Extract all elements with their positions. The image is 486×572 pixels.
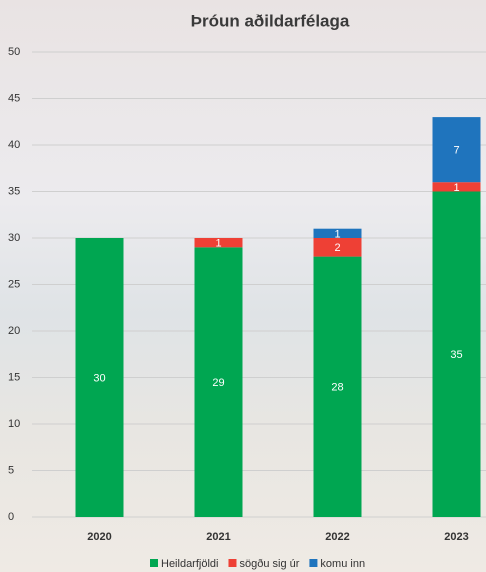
bar-segment [313, 228, 362, 238]
y-tick-label: 15 [8, 371, 20, 383]
y-tick-label: 20 [8, 325, 20, 337]
chart-title: Þróun aðildarfélaga [191, 11, 350, 30]
data-label: 1 [215, 238, 221, 250]
y-tick-label: 40 [8, 139, 20, 151]
data-label: 1 [453, 182, 459, 194]
legend-swatch [228, 559, 237, 567]
bar-segment [194, 238, 243, 248]
y-tick-label: 5 [8, 464, 14, 476]
data-label: 7 [453, 145, 459, 157]
y-tick-label: 0 [8, 511, 14, 523]
x-tick-label: 2021 [206, 531, 230, 543]
x-tick-label: 2020 [87, 531, 111, 543]
legend-swatch [309, 559, 318, 567]
bar-segment [432, 117, 481, 183]
x-tick-label: 2023 [444, 531, 468, 543]
bar-segment [313, 238, 362, 257]
legend-label: sögðu sig úr [239, 558, 299, 570]
bar-segment [432, 191, 481, 517]
data-label: 35 [450, 349, 462, 361]
y-tick-label: 10 [8, 418, 20, 430]
data-label: 2 [334, 242, 340, 254]
x-tick-label: 2022 [325, 531, 349, 543]
data-label: 30 [93, 372, 105, 384]
data-label: 29 [212, 377, 224, 389]
legend-label: Heildarfjöldi [161, 558, 218, 570]
bar-segment [194, 247, 243, 518]
legend-swatch [150, 559, 158, 567]
bar-segment [75, 238, 124, 517]
y-tick-label: 30 [8, 232, 20, 244]
y-tick-label: 45 [8, 92, 20, 104]
y-tick-label: 35 [8, 185, 20, 197]
data-label: 28 [331, 382, 343, 394]
bar-segment [313, 256, 362, 517]
y-tick-label: 50 [8, 46, 20, 58]
legend-label: komu inn [320, 558, 365, 570]
bar-segment [432, 182, 481, 192]
y-tick-label: 25 [8, 278, 20, 290]
data-label: 1 [334, 228, 340, 240]
